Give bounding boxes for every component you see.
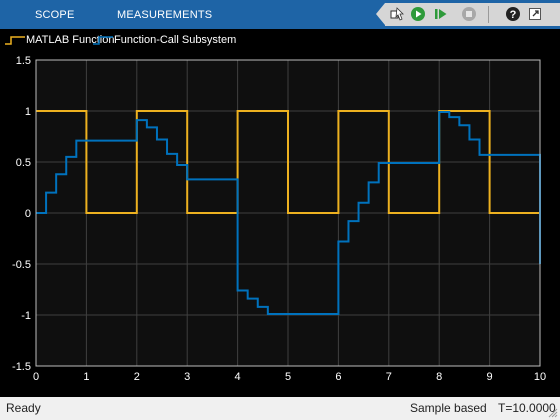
status-time: T=10.0000 <box>498 401 556 415</box>
x-tick-label: 10 <box>534 371 546 383</box>
stop-icon[interactable] <box>460 5 478 23</box>
y-tick-label: 1 <box>25 106 31 118</box>
legend-swatch-blue-icon <box>93 36 113 45</box>
y-tick-label: -1 <box>21 310 31 322</box>
undock-icon[interactable] <box>526 5 544 23</box>
toolstrip: SCOPE MEASUREMENTS ? <box>0 0 560 29</box>
x-tick-label: 1 <box>83 371 89 383</box>
x-tick-label: 4 <box>235 371 241 383</box>
status-text: Ready <box>6 401 41 415</box>
highlight-block-icon[interactable] <box>388 5 406 23</box>
series-line-1 <box>36 111 541 315</box>
step-forward-icon[interactable] <box>432 5 450 23</box>
y-tick-label: 0.5 <box>16 157 31 169</box>
x-tick-label: 9 <box>487 371 493 383</box>
help-icon[interactable]: ? <box>504 5 522 23</box>
status-bar: Ready Sample based T=10.0000 <box>0 397 560 420</box>
resize-grip-icon[interactable] <box>548 408 558 418</box>
x-tick-label: 5 <box>285 371 291 383</box>
y-tick-label: 0 <box>25 208 31 220</box>
y-tick-label: -0.5 <box>12 259 31 271</box>
tab-measurements[interactable]: MEASUREMENTS <box>117 9 213 21</box>
x-tick-label: 6 <box>335 371 341 383</box>
status-mode: Sample based <box>410 401 487 415</box>
run-icon[interactable] <box>409 5 427 23</box>
svg-text:?: ? <box>510 9 517 21</box>
x-tick-label: 0 <box>33 371 39 383</box>
x-tick-label: 3 <box>184 371 190 383</box>
y-tick-label: -1.5 <box>12 361 31 373</box>
scope-display[interactable]: 0 1 2 3 4 5 6 7 8 9 10 -1.5 -1 -0.5 0 0.5 1 1.5 <box>0 51 560 397</box>
x-tick-label: 8 <box>436 371 442 383</box>
legend-label: Function-Call Subsystem <box>114 34 237 46</box>
legend-item-function-call-subsystem[interactable]: Function-Call Subsystem <box>92 29 236 51</box>
legend-swatch-yellow-icon <box>5 36 25 45</box>
legend-label: MATLAB Function <box>26 34 115 46</box>
tab-scope[interactable]: SCOPE <box>35 9 75 21</box>
x-tick-label: 2 <box>134 371 140 383</box>
legend: MATLAB Function Function-Call Subsystem <box>0 29 560 51</box>
axes-border <box>35 59 541 367</box>
y-tick-label: 1.5 <box>16 55 31 67</box>
legend-item-matlab-function[interactable]: MATLAB Function <box>4 29 114 51</box>
x-tick-label: 7 <box>386 371 392 383</box>
quick-access-toolbar: ? <box>376 3 560 26</box>
